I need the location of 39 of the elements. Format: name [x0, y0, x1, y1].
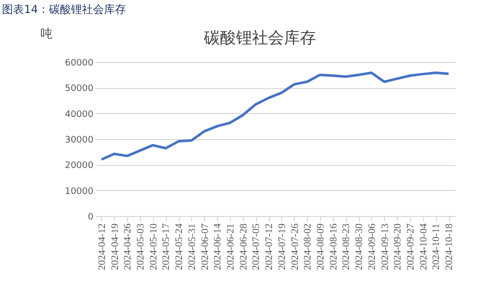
y-tick-label: 20000	[64, 161, 94, 172]
chart-title: 碳酸锂社会库存	[203, 28, 316, 47]
y-tick-label: 10000	[64, 186, 94, 197]
x-tick-label: 2024-07-12	[264, 224, 276, 270]
x-tick-label: 2024-08-09	[316, 224, 326, 270]
x-tick-label: 2024-07-05	[251, 224, 262, 270]
x-tick-label: 2024-09-20	[392, 224, 404, 270]
x-tick-label: 2024-09-13	[380, 224, 391, 270]
y-tick-label: 0	[88, 212, 94, 222]
text: 图表14：碳酸锂社会库存	[2, 3, 126, 16]
x-tick-label: 2024-07-26	[290, 224, 301, 270]
x-tick-label: 2024-04-12	[96, 224, 108, 270]
x-tick-label: 2024-05-31	[186, 224, 198, 270]
x-tick-label: 2024-06-07	[200, 224, 211, 270]
x-tick-label: 2024-08-02	[302, 224, 314, 270]
x-tick-label: 2024-05-10	[148, 224, 160, 270]
y-tick-label: 50000	[64, 84, 94, 94]
x-tick-label: 2024-10-04	[418, 224, 430, 270]
x-tick-label: 2024-06-28	[238, 224, 250, 270]
y-tick-label: 40000	[64, 110, 94, 120]
x-tick-label: 2024-05-17	[161, 224, 172, 270]
x-tick-label: 2024-07-19	[276, 224, 288, 270]
line-series	[100, 72, 450, 161]
y-axis-title: 吨	[40, 26, 52, 40]
x-tick-label: 2024-06-21	[226, 224, 236, 270]
x-tick-label: 2024-10-11	[431, 224, 442, 270]
x-tick-label: 2024-05-03	[136, 224, 146, 270]
x-tick-label: 2024-08-23	[341, 224, 352, 270]
x-tick-label: 2024-09-27	[406, 224, 416, 270]
y-tick-label: 30000	[64, 136, 94, 146]
x-tick-label: 2024-10-18	[444, 224, 456, 270]
x-tick-label: 2024-08-30	[354, 224, 366, 270]
x-tick-label: 2024-04-19	[110, 224, 121, 270]
x-tick-label: 2024-08-16	[328, 224, 340, 270]
x-tick-label: 2024-09-06	[366, 224, 378, 270]
x-tick-label: 2024-06-14	[212, 224, 224, 270]
y-tick-label: 60000	[64, 58, 94, 68]
x-tick-label: 2024-04-26	[122, 224, 134, 270]
x-tick-label: 2024-05-24	[174, 224, 186, 270]
